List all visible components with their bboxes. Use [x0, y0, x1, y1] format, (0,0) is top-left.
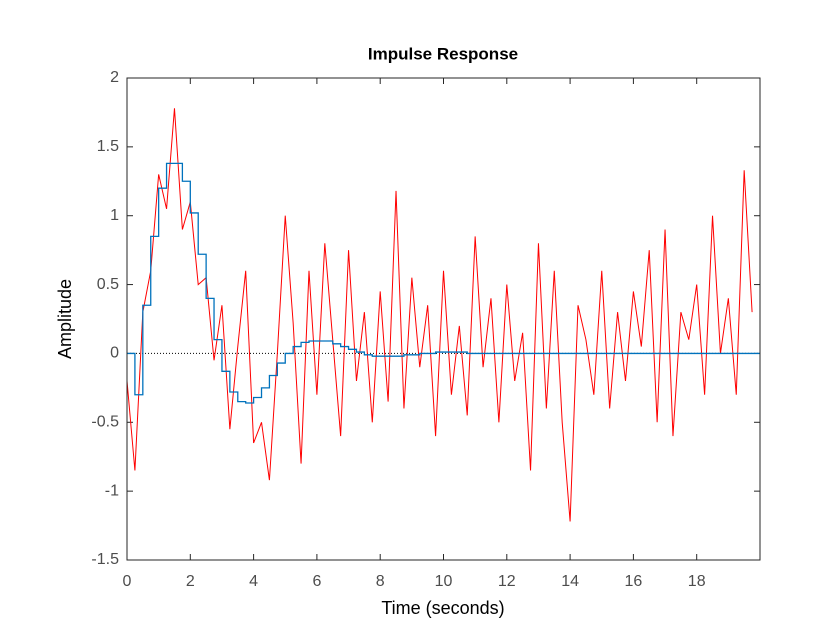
y-tick-label: -1 — [105, 482, 119, 499]
y-axis-label: Amplitude — [55, 279, 75, 359]
y-tick-label: 0.5 — [97, 276, 119, 293]
y-tick-label: -0.5 — [91, 414, 119, 431]
x-tick-label: 2 — [186, 573, 195, 590]
x-tick-label: 6 — [312, 573, 321, 590]
series-line — [127, 162, 760, 404]
y-tick-label: 0 — [110, 345, 119, 362]
x-tick-label: 12 — [498, 573, 516, 590]
x-tick-label: 18 — [688, 573, 706, 590]
x-tick-label: 8 — [376, 573, 385, 590]
y-tick-label: 2 — [110, 69, 119, 86]
series-line — [126, 108, 753, 522]
axes-box — [126, 77, 761, 561]
chart-title: Impulse Response — [368, 44, 518, 63]
x-tick-label: 0 — [123, 573, 132, 590]
x-tick-label: 10 — [435, 573, 453, 590]
y-tick-label: 1 — [110, 207, 119, 224]
x-tick-label: 14 — [561, 573, 579, 590]
x-axis-label: Time (seconds) — [381, 598, 504, 618]
x-tick-label: 4 — [249, 573, 258, 590]
y-tick-label: -1.5 — [91, 551, 119, 568]
y-tick-label: 1.5 — [97, 138, 119, 155]
x-tick-label: 16 — [625, 573, 643, 590]
